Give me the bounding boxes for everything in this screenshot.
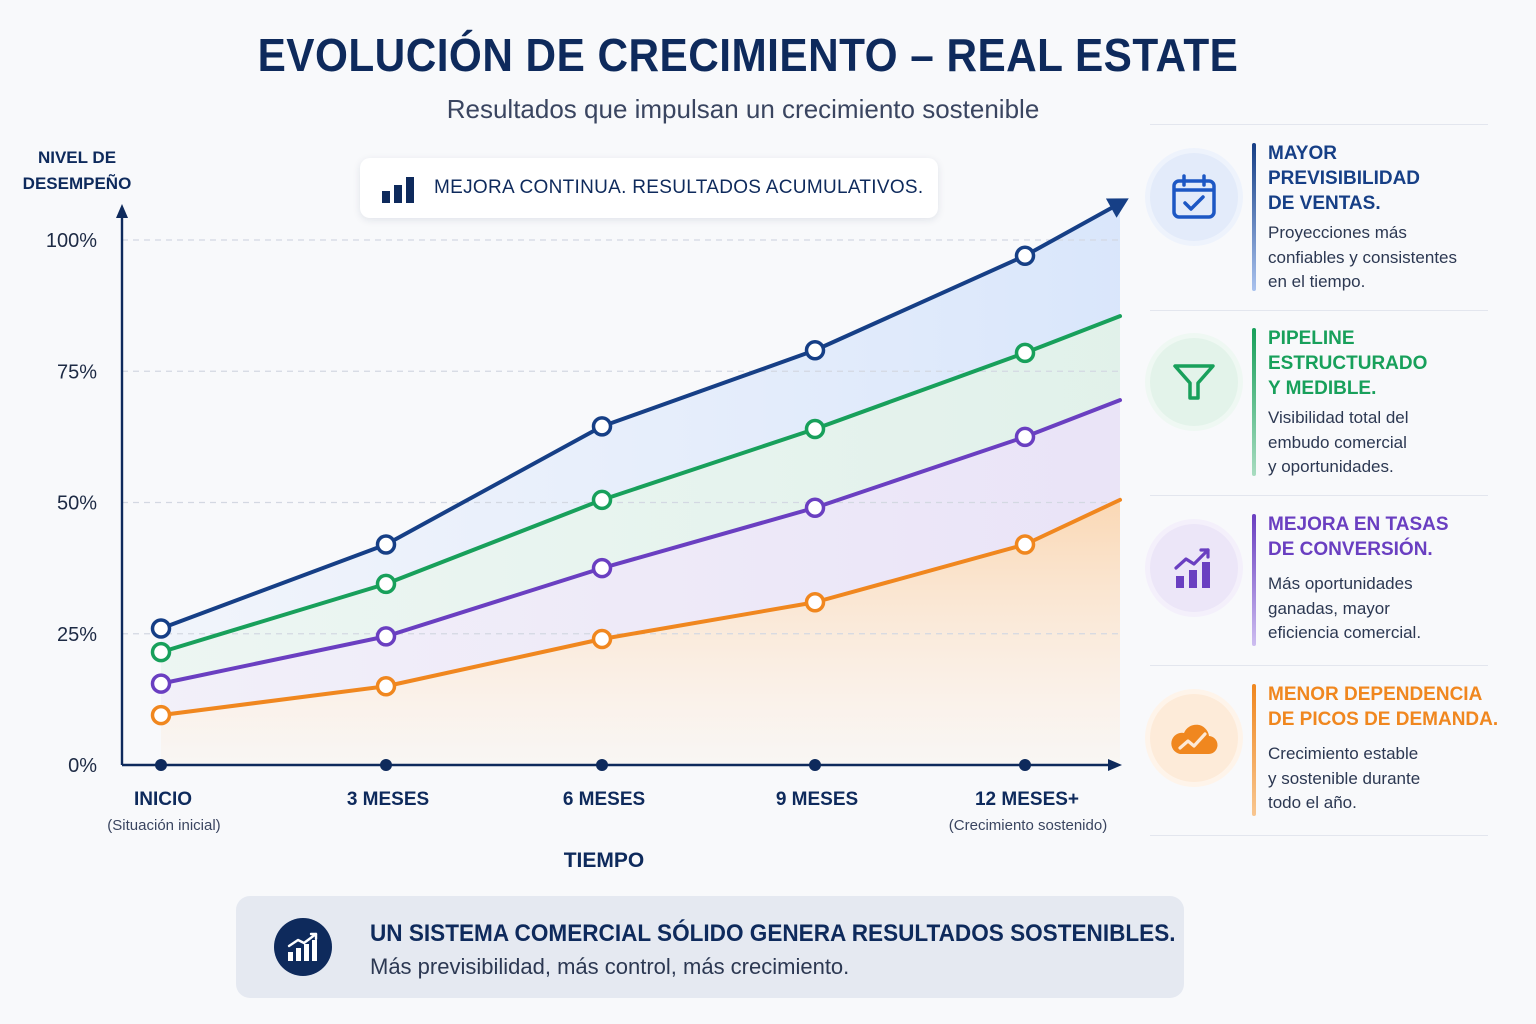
data-point [1014, 342, 1036, 364]
data-point [591, 557, 613, 579]
growth-chart-icon [274, 918, 332, 976]
benefit-card-forecast: MAYOR PREVISIBILIDAD DE VENTAS. Proyeccion… [1150, 124, 1488, 311]
x-tick-dot [380, 759, 392, 771]
benefit-card-demand: MENOR DEPENDENCIA DE PICOS DE DEMANDA. Cr… [1150, 666, 1498, 836]
data-point [375, 534, 397, 555]
data-point [804, 592, 826, 613]
data-point [591, 628, 613, 650]
data-point [1014, 245, 1036, 266]
data-point [591, 489, 613, 511]
benefit-accent-bar [1252, 328, 1256, 476]
data-point [804, 340, 826, 361]
data-point [1014, 426, 1036, 448]
benefit-accent-bar [1252, 684, 1256, 816]
x-tick-dot [809, 759, 821, 771]
growth-chart-icon [1150, 524, 1238, 612]
data-point [150, 704, 172, 726]
cloud-trend-icon [1150, 694, 1238, 782]
y-tick-label: 50% [57, 493, 97, 515]
data-point [591, 416, 613, 437]
data-point [375, 676, 397, 697]
x-tick-label: 6 MESES [563, 789, 645, 810]
y-tick-label: 0% [68, 755, 97, 777]
calendar-check-icon [1150, 153, 1238, 241]
y-tick-label: 100% [46, 230, 97, 252]
data-point [1014, 534, 1036, 555]
x-tick-dot [1019, 759, 1031, 771]
benefit-heading: MAYOR PREVISIBILIDAD DE VENTAS. [1268, 143, 1421, 214]
x-tick-sublabel: (Situación inicial) [107, 817, 220, 834]
benefit-heading: MEJORA EN TASAS DE CONVERSIÓN. [1268, 514, 1449, 560]
benefit-heading: PIPELINE ESTRUCTURADO Y MEDIBLE. [1268, 328, 1428, 399]
benefit-description: Crecimiento estable y sostenible durante t… [1268, 744, 1421, 812]
series-line [159, 201, 1122, 631]
data-point [375, 626, 397, 647]
y-axis-arrow [116, 204, 128, 218]
series-line [159, 497, 1122, 718]
y-axis-title: DESEMPEÑO [23, 173, 132, 193]
benefit-heading: MENOR DEPENDENCIA DE PICOS DE DEMANDA. [1268, 684, 1499, 730]
growth-chart: 0% 25% 50% 75% 100% NIVEL DE DESEMPEÑO TIEMPO IN… [23, 148, 1129, 872]
x-axis-title: TIEMPO [564, 849, 645, 872]
series-area-band [161, 203, 1120, 653]
series-line [159, 398, 1122, 686]
x-tick-label: 9 MESES [776, 789, 858, 810]
series-line [159, 314, 1122, 655]
benefit-description: Visibilidad total del embudo comercial y o… [1268, 408, 1409, 476]
x-tick-label: INICIO [134, 789, 192, 810]
callout-text: MEJORA CONTINUA. RESULTADOS ACUMULATIVOS… [434, 177, 924, 198]
benefit-accent-bar [1252, 514, 1256, 646]
page-title: EVOLUCIÓN DE CRECIMIENTO – REAL ESTATE [257, 29, 1239, 81]
x-tick-label: 3 MESES [347, 789, 429, 810]
chart-callout: MEJORA CONTINUA. RESULTADOS ACUMULATIVOS… [360, 158, 938, 218]
x-axis-arrow [1108, 759, 1122, 771]
data-point [804, 497, 826, 518]
data-point [150, 673, 172, 694]
page-subtitle: Resultados que impulsan un crecimiento s… [446, 94, 1040, 124]
data-point [375, 573, 397, 595]
y-tick-label: 75% [57, 361, 97, 383]
x-tick-sublabel: (Crecimiento sostenido) [949, 817, 1107, 834]
data-point [150, 618, 172, 639]
funnel-icon [1150, 338, 1238, 426]
data-point [804, 418, 826, 440]
series-arrowhead [1105, 198, 1129, 218]
banner-subline: Más previsibilidad, más control, más cre… [370, 954, 850, 979]
series-area-band [161, 316, 1120, 684]
benefit-description: Más oportunidades ganadas, mayor eficienci… [1268, 574, 1422, 642]
bar-chart-icon [382, 173, 418, 203]
data-point [150, 641, 172, 663]
benefit-card-pipeline: PIPELINE ESTRUCTURADO Y MEDIBLE. Visibilid… [1150, 310, 1488, 496]
y-axis-title: NIVEL DE [38, 148, 116, 167]
benefit-card-conversion: MEJORA EN TASAS DE CONVERSIÓN. Más oportu… [1150, 496, 1488, 666]
x-tick-dot [596, 759, 608, 771]
x-tick-label: 12 MESES+ [975, 789, 1079, 810]
summary-banner: UN SISTEMA COMERCIAL SÓLIDO GENERA RESUL… [236, 896, 1184, 998]
banner-headline: UN SISTEMA COMERCIAL SÓLIDO GENERA RESUL… [370, 920, 1176, 947]
y-tick-label: 25% [57, 624, 97, 646]
benefit-accent-bar [1252, 143, 1256, 291]
benefit-description: Proyecciones más confiables y consistente… [1268, 223, 1457, 291]
x-tick-dot [155, 759, 167, 771]
